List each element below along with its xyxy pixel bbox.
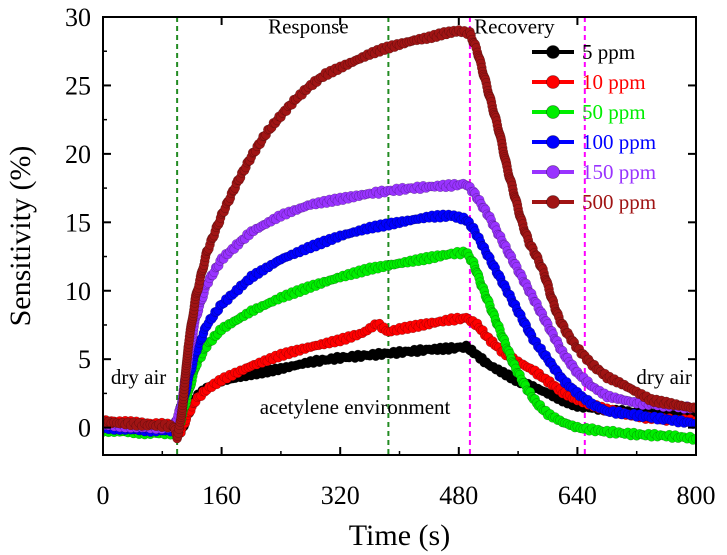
annotation-0: Response <box>268 14 349 38</box>
x-axis-title: Time (s) <box>349 519 450 552</box>
legend-item: 5 ppm <box>532 40 635 64</box>
y-axis-title: Sensitivity (%) <box>4 146 37 327</box>
y-tick-label: 5 <box>78 345 91 374</box>
y-tick-label: 0 <box>78 414 91 443</box>
x-tick-label: 0 <box>97 481 110 510</box>
legend-swatch-marker <box>546 165 560 179</box>
x-tick-label: 160 <box>202 481 241 510</box>
legend-item: 10 ppm <box>532 70 646 94</box>
axis-ticks: 0 160 320 480 640 800 0 5 10 15 20 25 30 <box>65 3 716 510</box>
legend-swatch-marker <box>546 75 560 89</box>
legend-label: 150 ppm <box>582 160 656 184</box>
y-tick-label: 10 <box>65 277 91 306</box>
y-tick-label: 30 <box>65 3 91 32</box>
legend-swatch-marker <box>546 195 560 209</box>
legend-label: 100 ppm <box>582 130 656 154</box>
legend-label: 5 ppm <box>582 40 635 64</box>
y-tick-label: 20 <box>65 140 91 169</box>
data-point <box>691 403 696 414</box>
series-5 <box>103 25 696 444</box>
legend-item: 150 ppm <box>532 160 656 184</box>
y-tick-label: 25 <box>65 71 91 100</box>
data-point <box>691 433 696 444</box>
data-series <box>103 25 696 445</box>
x-tick-label: 800 <box>677 481 716 510</box>
data-point <box>691 418 696 429</box>
legend-swatch-marker <box>546 45 560 59</box>
legend-item: 500 ppm <box>532 190 656 214</box>
y-tick-label: 15 <box>65 208 91 237</box>
legend-label: 50 ppm <box>582 100 646 124</box>
x-tick-label: 480 <box>439 481 478 510</box>
x-tick-label: 640 <box>558 481 597 510</box>
legend: 5 ppm 10 ppm 50 ppm 100 ppm 150 ppm 500 ppm <box>532 40 656 214</box>
legend-label: 500 ppm <box>582 190 656 214</box>
phase-divider-lines <box>176 17 586 455</box>
annotation-1: Recovery <box>474 14 555 38</box>
annotation-4: dry air <box>636 365 691 389</box>
x-tick-label: 320 <box>321 481 360 510</box>
legend-item: 100 ppm <box>532 130 656 154</box>
legend-label: 10 ppm <box>582 70 646 94</box>
legend-swatch-marker <box>546 135 560 149</box>
annotations: Response Recovery dry air acetylene environ… <box>111 14 692 419</box>
legend-swatch-marker <box>546 105 560 119</box>
annotation-3: acetylene environment <box>260 395 451 419</box>
annotation-2: dry air <box>111 365 166 389</box>
legend-item: 50 ppm <box>532 100 646 124</box>
